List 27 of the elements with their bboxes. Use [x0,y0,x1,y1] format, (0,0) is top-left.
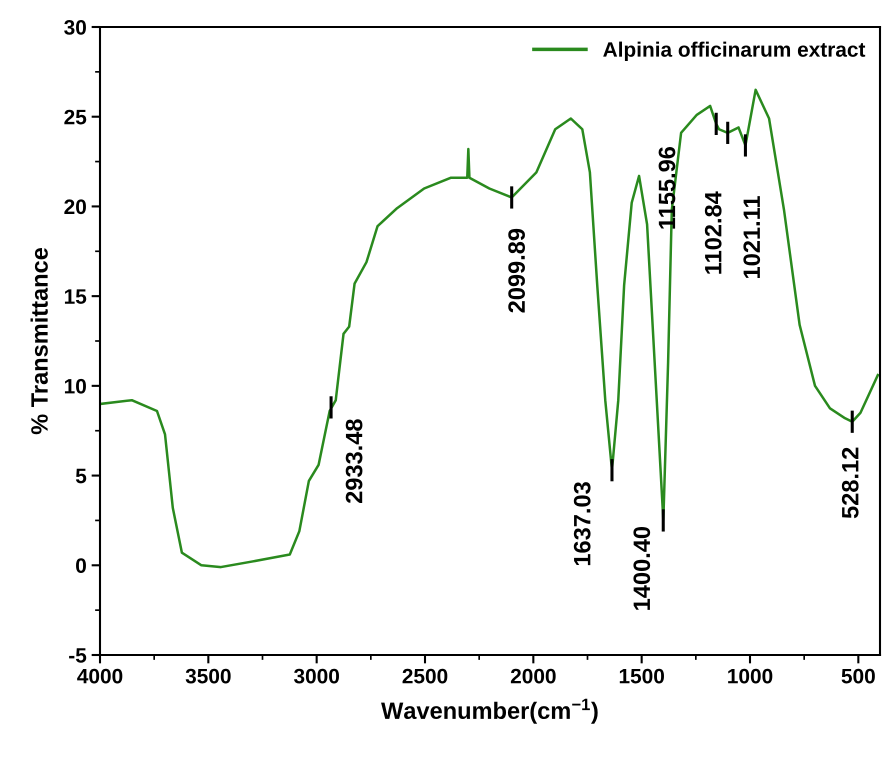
x-tick-label: 500 [842,668,875,684]
x-tick-label: 2000 [510,668,556,684]
annotation: 1637.03 [574,482,591,566]
y-tick-label: 20 [64,199,86,214]
x-tick-label: 3500 [186,668,231,684]
y-axis-title: % Transmittance [30,248,48,434]
annotation: 528.12 [842,448,859,518]
annotation: 1102.84 [704,191,722,274]
y-tick-label: 0 [76,558,86,574]
y-tick-label: 25 [64,110,86,124]
y-tick-label: 15 [64,289,86,304]
x-tick-label: 2500 [402,668,448,684]
legend-label: Alpinia officinarum extract [603,42,866,62]
y-tick-label: 10 [64,378,86,394]
annotation: 1021.11 [743,196,760,278]
x-tick-label: 1500 [620,668,664,684]
y-tick-label: -5 [69,648,86,663]
x-axis-title: Wavenumber(cm$^{−1}$) [381,698,598,724]
y-tick-label: 30 [64,20,86,35]
x-tick-label: 1000 [728,668,772,684]
x-tick-label: 4000 [77,668,122,684]
y-tick-label: 5 [76,468,86,484]
annotation: 2099.89 [508,228,525,313]
x-tick-label: 3000 [294,668,339,684]
annotation: 2933.48 [346,419,362,504]
annotation: 1155.96 [658,146,676,229]
annotation: 1400.40 [633,526,650,610]
